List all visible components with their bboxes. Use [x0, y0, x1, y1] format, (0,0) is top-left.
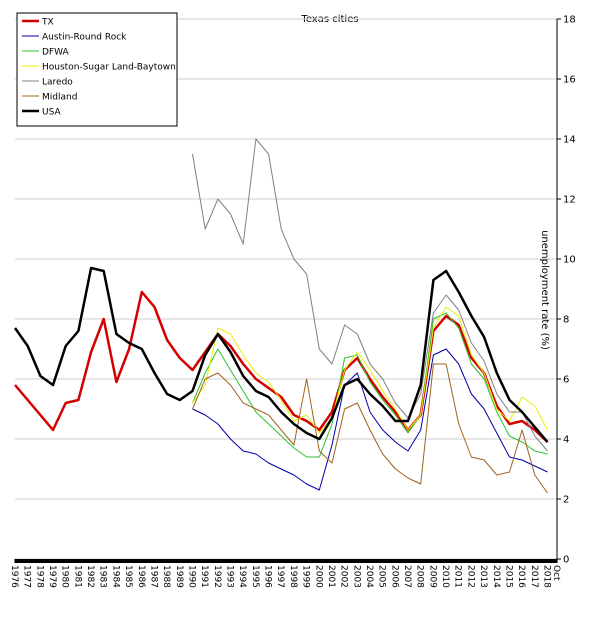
series-line: [192, 348, 548, 491]
y-axis-label: unemployment rate (%): [539, 230, 550, 350]
y-tick-label: 14: [563, 135, 576, 146]
legend-label: Houston-Sugar Land-Baytown: [42, 63, 176, 73]
x-tick-label: 2014: [491, 565, 501, 588]
x-tick-label: 1990: [186, 565, 196, 588]
y-tick-label: 6: [563, 375, 569, 386]
x-tick-label: 1998: [288, 565, 298, 588]
x-tick-label: 2005: [377, 565, 387, 588]
x-tick-label: 1995: [250, 565, 260, 588]
legend-label: USA: [42, 108, 61, 118]
y-tick-label: 10: [563, 255, 576, 266]
x-tick-label: Oct: [551, 565, 561, 581]
x-tick-label: 1993: [225, 565, 235, 588]
x-tick-label: 1989: [174, 565, 184, 588]
x-tick-label: 2008: [415, 565, 425, 588]
x-tick-label: 2007: [402, 565, 412, 588]
x-tick-label: 1999: [301, 565, 311, 588]
x-tick-label: 1979: [47, 565, 57, 588]
x-tick-label: 2003: [351, 565, 361, 588]
y-tick-label: 8: [563, 315, 569, 326]
legend-label: Laredo: [42, 78, 73, 88]
x-tick-label: 2017: [529, 565, 539, 588]
x-tick-label: 2000: [313, 565, 323, 588]
series-line: [13, 266, 549, 443]
legend-label: Midland: [42, 93, 77, 103]
x-tick-label: 2018: [541, 565, 551, 588]
x-tick-label: 1984: [110, 565, 120, 588]
x-tick-label: 2004: [364, 565, 374, 588]
x-tick-label: 2011: [453, 565, 463, 588]
series-line: [192, 306, 548, 434]
x-tick-label: 1982: [85, 565, 95, 588]
x-tick-label: 2002: [339, 565, 349, 588]
y-tick-label: 12: [563, 195, 576, 206]
x-tick-label: 1978: [34, 565, 44, 588]
legend-box: [16, 12, 178, 127]
legend-label: TX: [41, 18, 54, 28]
legend-label: DFWA: [42, 48, 70, 58]
x-tick-label: 1983: [98, 565, 108, 588]
series-line: [192, 312, 548, 458]
x-tick-label: 1994: [237, 565, 247, 588]
x-tick-label: 2016: [516, 565, 526, 588]
x-tick-label: 1997: [275, 565, 285, 588]
x-tick-label: 2013: [478, 565, 488, 588]
legend-label: Austin-Round Rock: [42, 33, 127, 43]
x-tick-label: 1986: [136, 565, 146, 588]
series-line: [14, 290, 549, 443]
y-tick-label: 2: [563, 495, 569, 506]
x-tick-label: 1981: [72, 565, 82, 588]
y-tick-label: 16: [563, 75, 576, 86]
y-tick-label: 18: [563, 15, 576, 26]
x-tick-label: 1985: [123, 565, 133, 588]
x-tick-label: 1988: [161, 565, 171, 588]
x-tick-label: 2012: [465, 565, 475, 588]
x-tick-label: 1996: [263, 565, 273, 588]
x-tick-label: 2009: [427, 565, 437, 588]
y-tick-label: 0: [563, 555, 569, 566]
x-tick-label: 1992: [212, 565, 222, 588]
x-tick-label: 2001: [326, 565, 336, 588]
series-line: [192, 363, 548, 494]
y-tick-label: 4: [563, 435, 569, 446]
x-tick-label: 1977: [22, 565, 32, 588]
x-tick-label: 1987: [148, 565, 158, 588]
x-tick-label: 2015: [503, 565, 513, 588]
x-tick-label: 2010: [440, 565, 450, 588]
series-line: [192, 138, 548, 452]
x-tick-label: 1976: [9, 565, 19, 588]
x-tick-label: 1991: [199, 565, 209, 588]
x-axis-bar: [15, 559, 557, 563]
x-tick-label: 1980: [60, 565, 70, 588]
x-tick-label: 2006: [389, 565, 399, 588]
